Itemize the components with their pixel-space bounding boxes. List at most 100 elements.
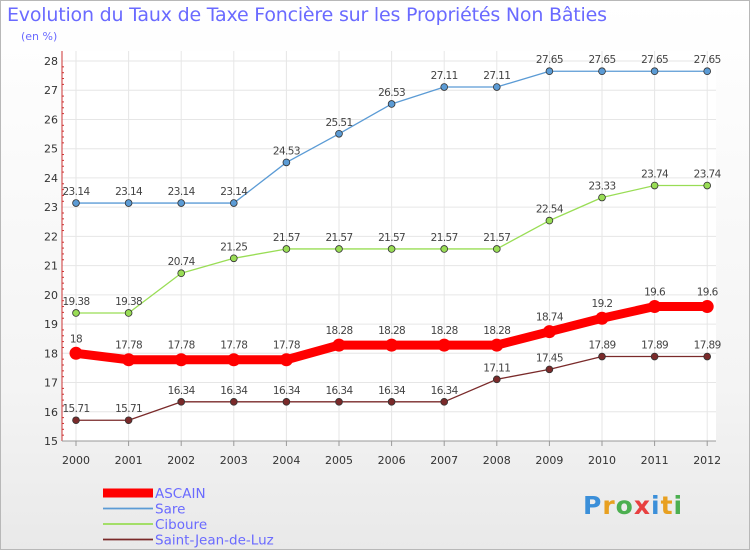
data-label: 26.53 bbox=[378, 87, 405, 99]
legend-entry: Saint-Jean-de-Luz bbox=[155, 533, 274, 549]
data-point bbox=[387, 398, 396, 406]
y-tick-label: 26 bbox=[44, 113, 58, 126]
x-tick-label: 2004 bbox=[272, 454, 300, 467]
data-point bbox=[72, 309, 80, 317]
data-point bbox=[542, 325, 556, 339]
y-tick-label: 17 bbox=[44, 377, 58, 390]
data-label: 23.33 bbox=[588, 181, 615, 193]
data-label: 17.78 bbox=[115, 340, 142, 352]
x-tick-label: 2010 bbox=[588, 454, 616, 467]
data-point bbox=[335, 245, 343, 253]
data-point bbox=[545, 365, 554, 374]
data-label: 16.34 bbox=[168, 385, 196, 397]
data-label: 17.89 bbox=[694, 340, 721, 352]
logo-letter: o bbox=[615, 491, 634, 520]
data-label: 23.14 bbox=[62, 186, 90, 198]
data-point bbox=[122, 353, 136, 367]
data-label: 15.71 bbox=[115, 403, 142, 415]
data-point bbox=[492, 375, 501, 384]
x-tick-label: 2002 bbox=[167, 454, 195, 467]
x-tick-label: 2003 bbox=[220, 454, 248, 467]
data-point bbox=[648, 300, 662, 314]
data-point bbox=[545, 67, 554, 76]
data-point bbox=[230, 254, 238, 263]
y-tick-label: 19 bbox=[44, 318, 58, 331]
data-point bbox=[703, 352, 711, 361]
x-tick-label: 2001 bbox=[115, 454, 143, 467]
data-label: 19.2 bbox=[592, 298, 613, 310]
x-tick-label: 2008 bbox=[483, 454, 511, 467]
data-point bbox=[703, 181, 711, 190]
data-point bbox=[72, 199, 80, 207]
data-point bbox=[124, 199, 133, 207]
data-label: 23.74 bbox=[694, 169, 722, 181]
data-label: 21.57 bbox=[325, 232, 352, 244]
data-label: 18.28 bbox=[431, 325, 458, 337]
data-label: 23.14 bbox=[115, 186, 143, 198]
legend-entry: Ciboure bbox=[155, 517, 207, 533]
data-label: 21.57 bbox=[483, 232, 510, 244]
data-point bbox=[650, 181, 659, 190]
data-label: 17.78 bbox=[220, 340, 247, 352]
data-label: 19.38 bbox=[115, 296, 142, 308]
data-point bbox=[492, 245, 501, 253]
data-label: 23.74 bbox=[641, 169, 669, 181]
x-tick-label: 2011 bbox=[641, 454, 669, 467]
data-point bbox=[227, 353, 241, 367]
y-tick-label: 16 bbox=[44, 406, 58, 419]
y-axis-unit: (en %) bbox=[21, 30, 58, 43]
data-label: 21.57 bbox=[431, 232, 458, 244]
data-label: 16.34 bbox=[378, 385, 406, 397]
data-label: 17.89 bbox=[588, 340, 615, 352]
data-label: 21.57 bbox=[378, 232, 405, 244]
y-tick-label: 25 bbox=[44, 143, 58, 156]
data-point bbox=[440, 245, 449, 253]
data-point bbox=[545, 216, 554, 225]
data-label: 18.28 bbox=[325, 325, 352, 337]
data-label: 17.89 bbox=[641, 340, 668, 352]
data-label: 25.51 bbox=[325, 117, 352, 129]
x-tick-label: 2006 bbox=[378, 454, 406, 467]
data-label: 16.34 bbox=[220, 385, 248, 397]
data-point bbox=[335, 129, 343, 138]
x-tick-label: 2007 bbox=[430, 454, 458, 467]
data-point bbox=[177, 199, 186, 207]
data-point bbox=[282, 158, 291, 167]
data-label: 18.28 bbox=[378, 325, 405, 337]
data-label: 21.25 bbox=[220, 241, 247, 253]
data-point bbox=[230, 199, 238, 207]
data-point bbox=[387, 245, 396, 253]
data-label: 17.78 bbox=[168, 340, 195, 352]
data-label: 24.53 bbox=[273, 145, 300, 157]
logo-letter: i bbox=[651, 491, 661, 520]
data-point bbox=[282, 245, 291, 253]
data-label: 23.14 bbox=[220, 186, 248, 198]
data-point bbox=[177, 398, 186, 406]
data-label: 27.11 bbox=[431, 70, 458, 82]
data-point bbox=[174, 353, 188, 367]
proxiti-logo: Proxiti bbox=[583, 491, 683, 520]
data-point bbox=[124, 416, 133, 425]
data-point bbox=[387, 100, 396, 108]
data-label: 27.65 bbox=[588, 54, 615, 66]
data-label: 18.74 bbox=[536, 312, 564, 324]
data-point bbox=[230, 398, 238, 406]
y-tick-label: 23 bbox=[44, 201, 58, 214]
chart-title: Evolution du Taux de Taxe Foncière sur l… bbox=[7, 4, 607, 26]
data-label: 17.78 bbox=[273, 340, 300, 352]
data-label: 21.57 bbox=[273, 232, 300, 244]
logo-letter: r bbox=[602, 491, 616, 520]
legend-entry: Sare bbox=[155, 502, 185, 518]
data-point bbox=[437, 338, 451, 352]
data-point bbox=[279, 353, 293, 367]
y-tick-label: 22 bbox=[44, 230, 58, 243]
data-label: 27.11 bbox=[483, 70, 510, 82]
data-point bbox=[492, 83, 501, 91]
logo-letter: P bbox=[583, 491, 603, 520]
data-point bbox=[440, 398, 449, 406]
data-label: 23.14 bbox=[168, 186, 196, 198]
data-label: 27.65 bbox=[694, 54, 721, 66]
y-tick-label: 27 bbox=[44, 84, 58, 97]
data-label: 19.6 bbox=[697, 287, 719, 299]
